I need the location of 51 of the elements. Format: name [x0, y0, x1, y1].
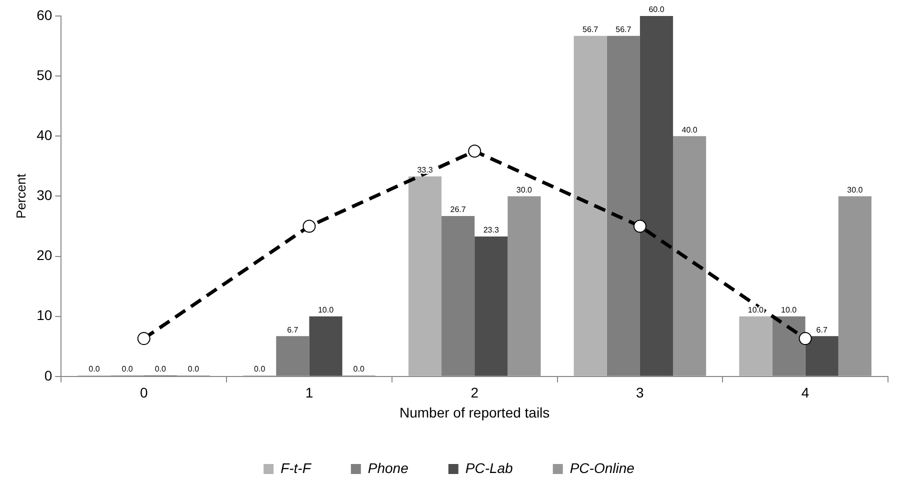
point	[798, 332, 812, 346]
data-label: 0.0	[154, 364, 166, 374]
data-label: 0.0	[88, 364, 100, 374]
x-tick-label: 0	[140, 384, 148, 401]
legend-label: F-t-F	[280, 460, 312, 476]
data-label: 0.0	[254, 364, 266, 374]
data-label: 30.0	[847, 185, 864, 194]
bar	[739, 316, 772, 376]
point	[633, 220, 646, 233]
bar	[309, 316, 342, 376]
x-tick-label: 3	[636, 384, 644, 401]
x-tick-label: 4	[801, 384, 810, 401]
data-label: 40.0	[682, 125, 698, 134]
legend-label: PC-Lab	[465, 460, 514, 476]
bar	[673, 136, 706, 376]
data-label: 23.3	[483, 226, 500, 235]
x-tick-label: 1	[305, 384, 314, 401]
bar	[805, 336, 838, 376]
data-label: 6.7	[287, 325, 299, 334]
data-label: 30.0	[516, 185, 533, 194]
data-label: 56.7	[582, 25, 599, 34]
data-label: 0.0	[122, 364, 134, 374]
data-label: 33.3	[417, 166, 434, 175]
data-label: 0.0	[353, 364, 365, 374]
y-tick-label: 0	[44, 367, 52, 384]
y-axis-title: Percent	[13, 173, 28, 219]
x-axis-title: Number of reported tails	[399, 404, 550, 420]
data-label: 10.0	[780, 306, 798, 315]
data-label: 56.7	[616, 25, 632, 34]
x-tick-label: 2	[470, 384, 479, 401]
point	[468, 144, 482, 158]
bar	[474, 236, 508, 376]
y-tick-label: 10	[36, 307, 52, 324]
data-label: 60.0	[648, 5, 665, 14]
y-tick-label: 50	[36, 66, 52, 83]
bar	[408, 176, 442, 376]
y-tick-label: 60	[36, 6, 52, 23]
bar	[640, 16, 674, 376]
data-label: 0.0	[188, 364, 200, 374]
point	[302, 220, 316, 233]
bar	[574, 36, 607, 376]
y-tick-label: 40	[36, 126, 52, 143]
data-label: 10.0	[318, 306, 334, 315]
bar	[508, 196, 541, 376]
data-label: 26.7	[450, 205, 466, 214]
legend-label: Phone	[368, 460, 409, 476]
y-tick-label: 20	[36, 247, 52, 264]
data-label: 6.7	[816, 325, 828, 334]
bar	[838, 196, 872, 376]
y-tick-label: 30	[36, 187, 52, 204]
legend-label: PC-Online	[570, 460, 635, 476]
